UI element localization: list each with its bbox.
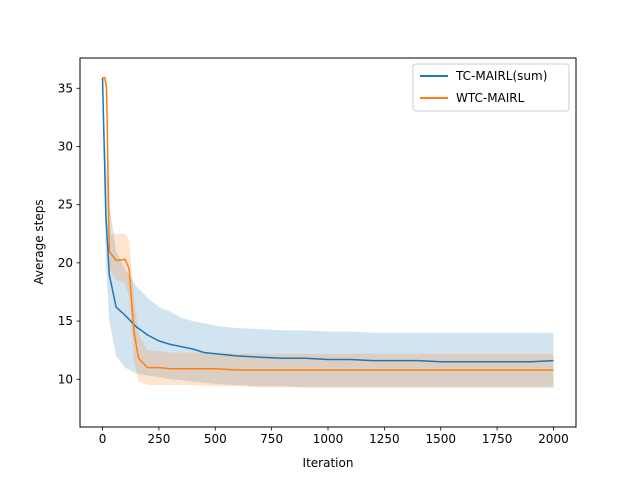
y-tick-label: 35 bbox=[58, 81, 73, 95]
y-axis-ticks: 10 15 20 25 30 35 bbox=[58, 81, 80, 386]
series-lines bbox=[101, 77, 554, 371]
y-tick-label: 30 bbox=[58, 139, 73, 153]
x-tick-label: 1250 bbox=[369, 432, 400, 446]
legend-label-tc-mairl-sum: TC-MAIRL(sum) bbox=[455, 69, 547, 83]
y-tick-label: 15 bbox=[58, 314, 73, 328]
band-tc-mairl-sum bbox=[102, 76, 554, 388]
x-tick-label: 500 bbox=[204, 432, 227, 446]
band-wtc-mairl bbox=[102, 76, 554, 388]
x-tick-label: 0 bbox=[99, 432, 107, 446]
y-tick-label: 10 bbox=[58, 372, 73, 386]
legend: TC-MAIRL(sum) WTC-MAIRL bbox=[412, 63, 570, 112]
legend-box bbox=[412, 63, 570, 112]
series-line-tc-mairl-sum bbox=[101, 77, 554, 363]
x-tick-label: 750 bbox=[260, 432, 283, 446]
y-tick-label: 25 bbox=[58, 198, 73, 212]
x-tick-label: 2000 bbox=[538, 432, 569, 446]
x-tick-label: 250 bbox=[147, 432, 170, 446]
y-tick-label: 20 bbox=[58, 256, 73, 270]
x-axis-label: Iteration bbox=[303, 456, 354, 470]
x-tick-label: 1000 bbox=[313, 432, 344, 446]
x-axis-ticks: 0 250 500 750 1000 1250 1500 1750 2000 bbox=[99, 427, 569, 446]
x-tick-label: 1750 bbox=[482, 432, 513, 446]
y-axis-label: Average steps bbox=[32, 199, 46, 284]
confidence-bands bbox=[102, 76, 554, 388]
x-tick-label: 1500 bbox=[425, 432, 456, 446]
legend-label-wtc-mairl: WTC-MAIRL bbox=[456, 91, 525, 105]
series-line-wtc-mairl bbox=[102, 77, 554, 371]
